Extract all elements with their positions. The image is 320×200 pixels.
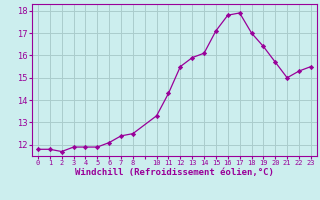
X-axis label: Windchill (Refroidissement éolien,°C): Windchill (Refroidissement éolien,°C) — [75, 168, 274, 177]
